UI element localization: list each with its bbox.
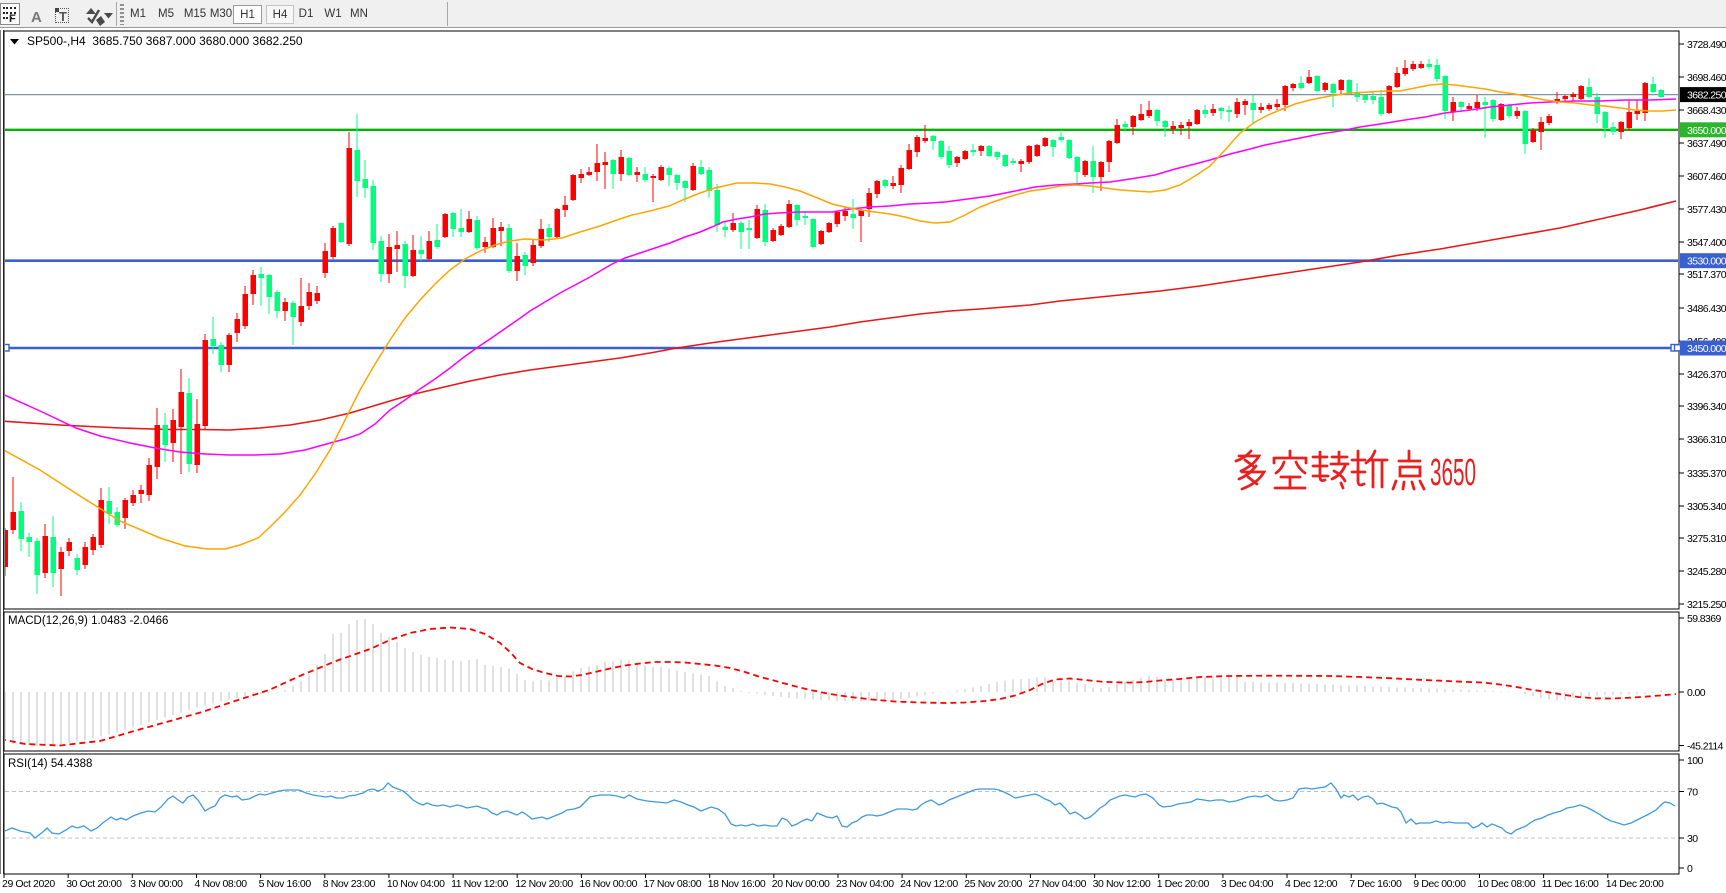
svg-text:3305.340: 3305.340 [1687,501,1726,513]
svg-text:11 Dec 16:00: 11 Dec 16:00 [1542,878,1599,890]
svg-text:25 Nov 20:00: 25 Nov 20:00 [964,878,1022,890]
svg-text:3486.430: 3486.430 [1687,303,1726,315]
svg-text:SP500-,H4 3685.750 3687.000 3: SP500-,H4 3685.750 3687.000 3680.000 368… [27,34,303,48]
svg-text:RSI(14) 54.4388: RSI(14) 54.4388 [8,758,92,770]
svg-text:3396.340: 3396.340 [1687,401,1726,413]
svg-text:24 Nov 12:00: 24 Nov 12:00 [900,878,958,890]
svg-text:3728.490: 3728.490 [1687,39,1726,51]
svg-text:17 Nov 08:00: 17 Nov 08:00 [644,878,702,890]
svg-text:3335.370: 3335.370 [1687,468,1726,480]
svg-text:3682.250: 3682.250 [1687,90,1726,102]
svg-text:3547.400: 3547.400 [1687,237,1726,249]
svg-text:16 Nov 00:00: 16 Nov 00:00 [579,878,637,890]
svg-text:30 Nov 12:00: 30 Nov 12:00 [1093,878,1151,890]
svg-text:3530.000: 3530.000 [1687,256,1726,268]
svg-text:14 Dec 20:00: 14 Dec 20:00 [1606,878,1664,890]
svg-text:3366.310: 3366.310 [1687,434,1726,446]
svg-text:9 Dec 00:00: 9 Dec 00:00 [1413,878,1466,890]
svg-text:23 Nov 04:00: 23 Nov 04:00 [836,878,894,890]
svg-text:18 Nov 16:00: 18 Nov 16:00 [708,878,766,890]
svg-text:10 Dec 08:00: 10 Dec 08:00 [1478,878,1536,890]
svg-text:11 Nov 12:00: 11 Nov 12:00 [451,878,508,890]
svg-text:8 Nov 23:00: 8 Nov 23:00 [323,878,376,890]
svg-text:70: 70 [1687,787,1698,799]
svg-text:59.8369: 59.8369 [1687,613,1722,625]
svg-text:10 Nov 04:00: 10 Nov 04:00 [387,878,445,890]
svg-text:4 Dec 12:00: 4 Dec 12:00 [1285,878,1338,890]
svg-text:3215.250: 3215.250 [1687,599,1726,611]
svg-text:3637.490: 3637.490 [1687,138,1726,150]
svg-text:29 Oct 2020: 29 Oct 2020 [2,878,55,890]
svg-text:12 Nov 20:00: 12 Nov 20:00 [515,878,573,890]
svg-text:4 Nov 08:00: 4 Nov 08:00 [195,878,248,890]
svg-text:3607.460: 3607.460 [1687,171,1726,183]
svg-text:27 Nov 04:00: 27 Nov 04:00 [1028,878,1086,890]
svg-text:3668.430: 3668.430 [1687,105,1726,117]
svg-text:100: 100 [1687,755,1703,767]
svg-text:5 Nov 16:00: 5 Nov 16:00 [259,878,312,890]
svg-text:3650: 3650 [1430,452,1476,494]
svg-text:3450.000: 3450.000 [1687,343,1726,355]
svg-text:7 Dec 16:00: 7 Dec 16:00 [1349,878,1402,890]
svg-text:3 Dec 04:00: 3 Dec 04:00 [1221,878,1274,890]
svg-text:3650.000: 3650.000 [1687,125,1726,137]
svg-text:3 Nov 00:00: 3 Nov 00:00 [130,878,183,890]
svg-text:1 Dec 20:00: 1 Dec 20:00 [1157,878,1210,890]
svg-text:30: 30 [1687,833,1698,845]
svg-text:0.00: 0.00 [1687,687,1706,699]
svg-text:3426.370: 3426.370 [1687,369,1726,381]
svg-text:3275.310: 3275.310 [1687,533,1726,545]
svg-text:30 Oct 20:00: 30 Oct 20:00 [66,878,122,890]
svg-text:3698.460: 3698.460 [1687,72,1726,84]
svg-text:0: 0 [1687,863,1693,875]
svg-text:3577.430: 3577.430 [1687,204,1726,216]
svg-text:3517.370: 3517.370 [1687,269,1726,281]
svg-text:MACD(12,26,9) 1.0483 -2.0466: MACD(12,26,9) 1.0483 -2.0466 [8,615,168,627]
svg-text:3245.280: 3245.280 [1687,566,1726,578]
svg-text:-45.2114: -45.2114 [1687,741,1724,753]
svg-text:20 Nov 00:00: 20 Nov 00:00 [772,878,830,890]
